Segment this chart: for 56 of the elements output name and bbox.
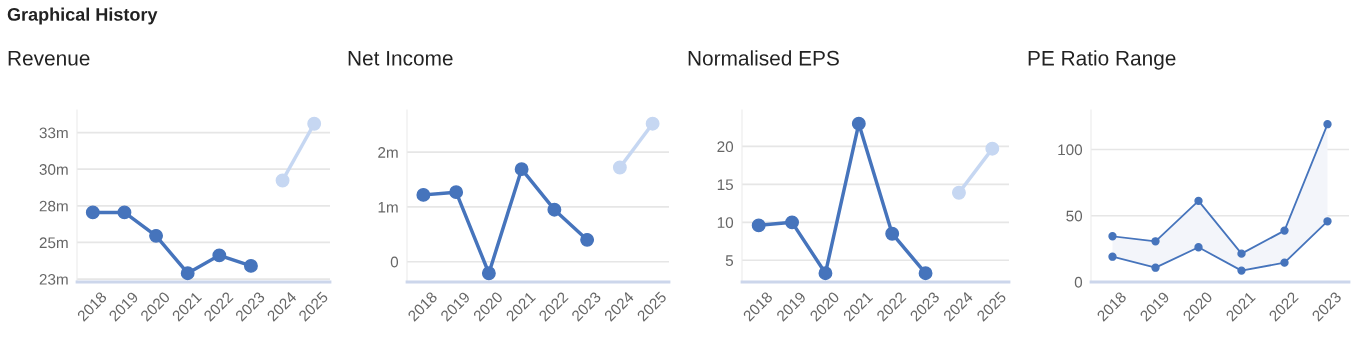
y-tick-label: 50 (1066, 210, 1083, 222)
chart-title: Net Income (348, 51, 453, 66)
y-tick-label: 23m (39, 273, 68, 285)
point (481, 266, 496, 281)
point (1237, 249, 1246, 258)
y-tick-label: 33m (39, 127, 68, 139)
point (149, 228, 164, 243)
point (449, 185, 464, 200)
point (612, 160, 627, 175)
point (117, 205, 132, 220)
point (547, 202, 562, 217)
y-tick-label: 0 (390, 256, 399, 268)
point (818, 266, 833, 281)
point (243, 258, 258, 273)
chart-title: PE Ratio Range (1028, 50, 1176, 70)
y-tick-label: 25m (39, 237, 68, 249)
point (851, 116, 866, 131)
y-tick-label: 10 (717, 217, 734, 229)
point (1108, 232, 1117, 241)
y-tick-label: 28m (39, 200, 68, 212)
y-tick-label: 30m (39, 164, 68, 175)
point (918, 266, 933, 281)
point (951, 185, 966, 200)
point (1237, 266, 1246, 275)
point (1151, 237, 1160, 246)
chart-title: Normalised EPS (688, 50, 839, 66)
point (580, 232, 595, 247)
point (416, 187, 431, 202)
point (1194, 196, 1203, 206)
text: Graphical History (7, 7, 158, 25)
y-tick-label: 1m (378, 201, 398, 213)
y-tick-label: 15 (717, 179, 734, 191)
y-tick-label: 5 (725, 255, 734, 266)
y-tick-label: 0 (1074, 276, 1083, 288)
point (1323, 120, 1332, 129)
point (1151, 263, 1160, 272)
point (1194, 243, 1203, 252)
point (212, 248, 227, 263)
point (514, 162, 529, 177)
point (785, 215, 800, 230)
chart-title: Revenue (8, 51, 90, 66)
point (885, 226, 900, 241)
point (275, 173, 290, 188)
point (307, 116, 322, 131)
point (1323, 217, 1332, 226)
y-tick-label: 100 (1058, 144, 1083, 156)
point (85, 205, 100, 220)
point (180, 266, 195, 281)
y-tick-label: 20 (717, 141, 734, 153)
point (1108, 252, 1117, 261)
point (645, 116, 660, 131)
y-tick-label: 2m (378, 147, 398, 158)
point (751, 218, 766, 233)
point (985, 141, 1000, 156)
point (1280, 226, 1289, 235)
point (1280, 258, 1289, 267)
